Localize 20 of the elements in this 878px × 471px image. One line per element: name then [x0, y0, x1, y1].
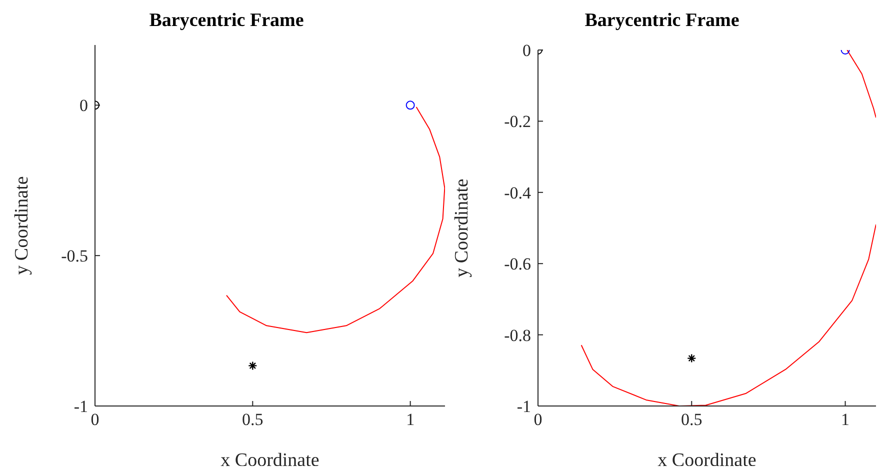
- y-tick-label: -0.8: [504, 326, 531, 345]
- y-tick-label: 0: [522, 41, 531, 60]
- y-axis-title: y Coordinate: [452, 178, 472, 278]
- chart-title: Barycentric Frame: [584, 10, 740, 32]
- y-tick-label: -0.6: [504, 254, 531, 274]
- x-tick-label: 1: [406, 410, 415, 430]
- y-tick-label: -1: [516, 397, 531, 416]
- y-axis-title: y Coordinate: [12, 176, 32, 275]
- line-series: [226, 106, 445, 334]
- x-tick-label: 1: [841, 410, 850, 430]
- x-axis-title: x Coordinate: [220, 450, 320, 471]
- x-axis-title: x Coordinate: [658, 450, 756, 471]
- x-tick-label: 0.5: [242, 410, 264, 430]
- x-tick-label: 0.5: [681, 410, 702, 430]
- y-tick-label: -0.4: [504, 183, 532, 202]
- y-tick-label: -1: [74, 397, 88, 416]
- y-tick-label: -0.5: [61, 246, 88, 266]
- y-tick-label: 0: [80, 96, 88, 116]
- y-tick-label: -0.2: [504, 112, 531, 132]
- chart-title: Barycentric Frame: [148, 10, 305, 32]
